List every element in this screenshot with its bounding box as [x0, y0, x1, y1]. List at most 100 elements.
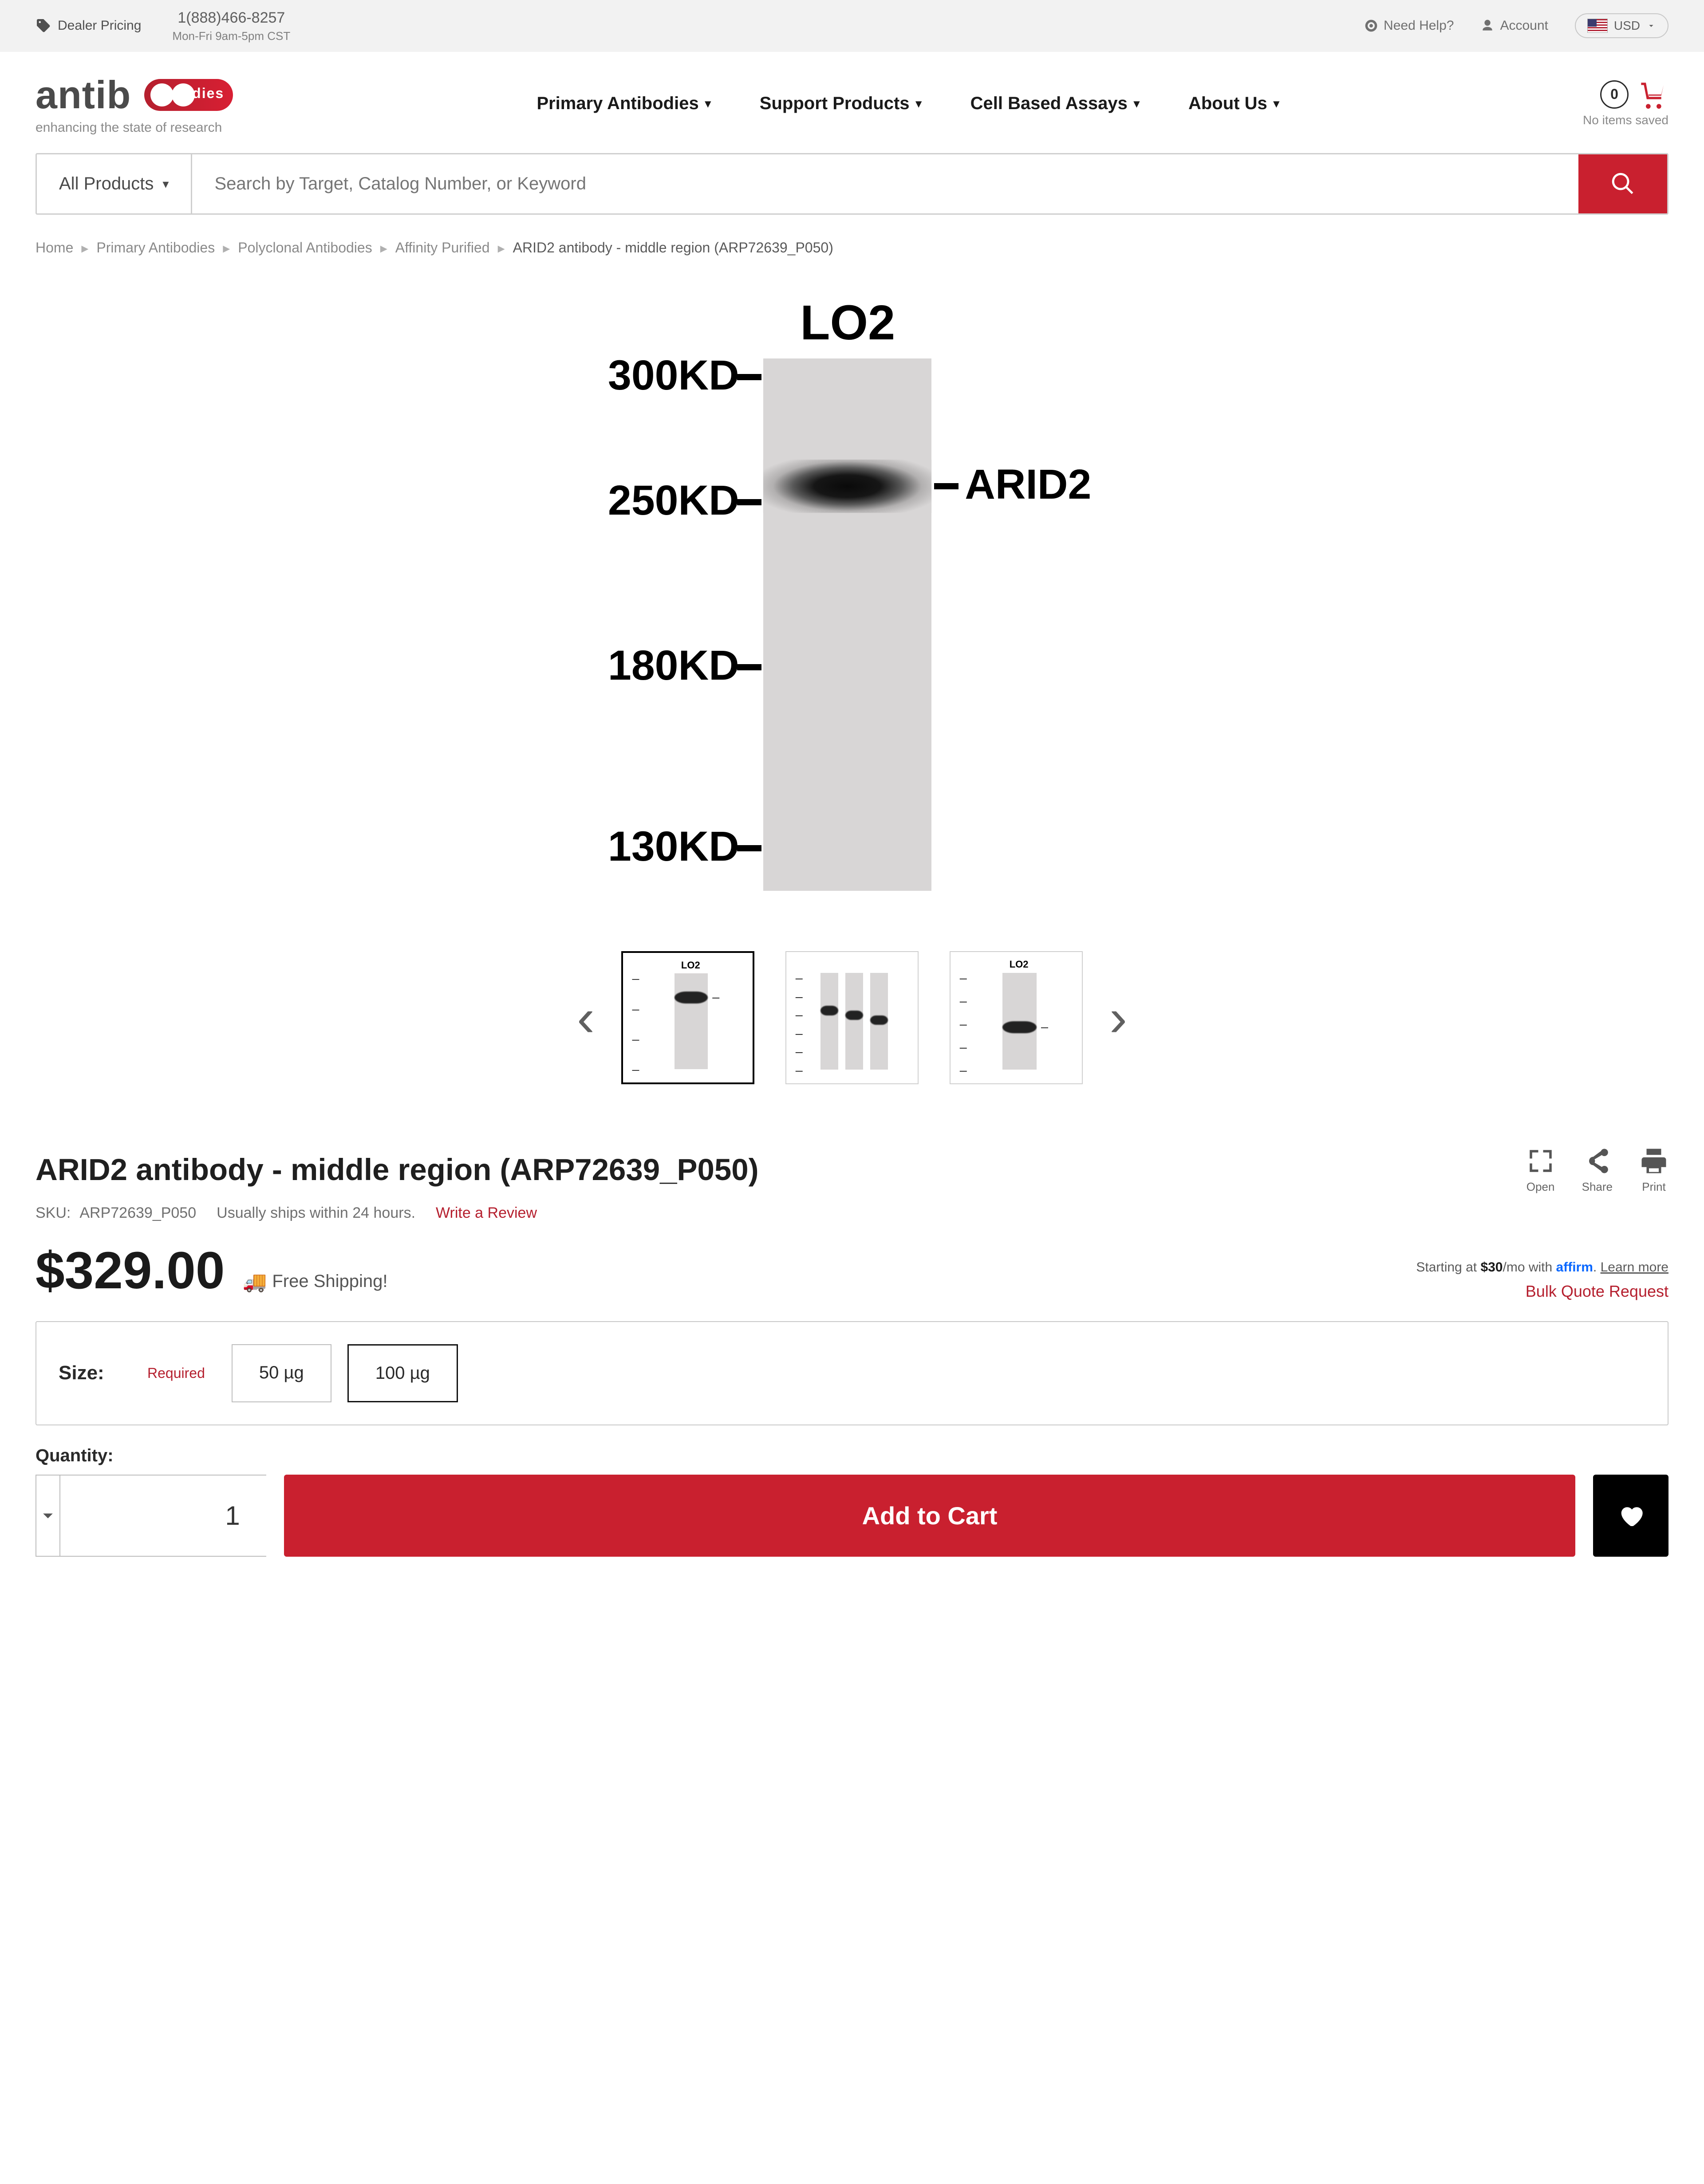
- bulk-quote-link[interactable]: Bulk Quote Request: [1526, 1282, 1668, 1301]
- ladder-label: 300KD: [608, 351, 739, 400]
- chevron-down-icon: [36, 1504, 59, 1527]
- quantity-stepper: [36, 1475, 266, 1557]
- thumbnail-2[interactable]: LO2——————: [950, 951, 1083, 1084]
- main-nav: Primary Antibodies▾ Support Products▾ Cell…: [536, 94, 1279, 114]
- lane-header: LO2: [800, 295, 895, 351]
- site-header: antib dies enhancing the state of resear…: [0, 52, 1704, 153]
- cart-button[interactable]: [1637, 80, 1668, 109]
- chevron-down-icon: ▾: [705, 97, 711, 110]
- ladder-label: 250KD: [608, 476, 739, 525]
- dealer-pricing-link[interactable]: Dealer Pricing: [36, 18, 141, 34]
- nav-item-3[interactable]: About Us▾: [1188, 94, 1279, 114]
- phone-number: 1(888)466-8257: [172, 8, 290, 28]
- share-icon: [1582, 1146, 1612, 1176]
- search-icon: [1610, 171, 1636, 197]
- chevron-down-icon: ▾: [1134, 97, 1140, 110]
- tag-icon: [36, 18, 51, 34]
- support-phone: 1(888)466-8257 Mon-Fri 9am-5pm CST: [172, 8, 290, 44]
- breadcrumb-separator-icon: ▸: [498, 240, 505, 256]
- blot-lane: [763, 358, 932, 891]
- top-strip: Dealer Pricing 1(888)466-8257 Mon-Fri 9a…: [0, 0, 1704, 52]
- price-row: $329.00 🚚 Free Shipping! Starting at $30…: [0, 1232, 1704, 1321]
- breadcrumb-link[interactable]: Home: [36, 240, 73, 256]
- product-image-main: LO2300KD250KD180KD130KDARID2: [0, 277, 1704, 933]
- share-button[interactable]: Share: [1582, 1146, 1613, 1194]
- chevron-down-icon: ▾: [1274, 97, 1279, 110]
- search-category-label: All Products: [59, 174, 154, 194]
- thumbnail-carousel: ‹ LO2———————————LO2—————— ›: [0, 933, 1704, 1124]
- search-input[interactable]: [192, 154, 1578, 213]
- thumbnail-1[interactable]: ——————: [785, 951, 919, 1084]
- nav-item-0[interactable]: Primary Antibodies▾: [536, 94, 710, 114]
- variant-required-label: Required: [147, 1365, 205, 1381]
- print-button[interactable]: Print: [1639, 1146, 1668, 1194]
- truck-icon: 🚚: [243, 1270, 267, 1293]
- product-action-icons: Open Share Print: [1526, 1146, 1668, 1194]
- qty-decrease-button[interactable]: [36, 1476, 59, 1556]
- affirm-offer[interactable]: Starting at $30/mo with affirm. Learn mo…: [1416, 1260, 1668, 1275]
- open-image-button[interactable]: Open: [1526, 1146, 1555, 1194]
- add-to-cart-button[interactable]: Add to Cart: [284, 1475, 1575, 1557]
- size-option-1[interactable]: 100 µg: [347, 1344, 458, 1402]
- currency-label: USD: [1614, 19, 1640, 33]
- breadcrumb-link[interactable]: Polyclonal Antibodies: [238, 240, 372, 256]
- free-shipping-badge: 🚚 Free Shipping!: [243, 1270, 388, 1293]
- sku-value: ARP72639_P050: [79, 1204, 196, 1222]
- logo[interactable]: antib dies enhancing the state of resear…: [36, 72, 233, 135]
- price-value: $329.00: [36, 1240, 225, 1301]
- thumbnail-list: LO2———————————LO2——————: [621, 951, 1083, 1084]
- sku-label: SKU:: [36, 1204, 71, 1222]
- account-link[interactable]: Account: [1480, 18, 1548, 33]
- ladder-tick-icon: [737, 845, 761, 851]
- thumbnail-0[interactable]: LO2—————: [621, 951, 754, 1084]
- search-button[interactable]: [1578, 154, 1667, 213]
- variant-options: 50 µg 100 µg: [232, 1344, 458, 1402]
- size-option-0[interactable]: 50 µg: [232, 1344, 331, 1402]
- thumb-prev-button[interactable]: ‹: [577, 987, 595, 1048]
- logo-word: antib: [36, 72, 131, 118]
- chevron-down-icon: ▾: [916, 97, 922, 110]
- wishlist-button[interactable]: [1593, 1475, 1668, 1557]
- variant-label: Size:: [59, 1362, 130, 1384]
- nav-item-2[interactable]: Cell Based Assays▾: [970, 94, 1140, 114]
- cart-icon: [1637, 80, 1668, 109]
- cart-block: 0 No items saved: [1583, 80, 1668, 127]
- breadcrumb-link[interactable]: Affinity Purified: [395, 240, 490, 256]
- breadcrumb-current: ARID2 antibody - middle region (ARP72639…: [513, 240, 833, 256]
- search-wrap: All Products ▾: [0, 153, 1704, 235]
- chevron-down-icon: [1646, 21, 1656, 31]
- variant-selector: Size: Required 50 µg 100 µg: [36, 1321, 1668, 1425]
- currency-selector[interactable]: USD: [1575, 13, 1668, 38]
- ladder-tick-icon: [737, 374, 761, 380]
- price-block: $329.00 🚚 Free Shipping!: [36, 1240, 388, 1301]
- items-saved-label: No items saved: [1583, 113, 1668, 127]
- target-tick-icon: [934, 483, 958, 489]
- account-label: Account: [1500, 18, 1548, 33]
- print-icon: [1639, 1146, 1668, 1176]
- cart-count-badge: 0: [1600, 80, 1629, 109]
- expand-icon: [1526, 1146, 1555, 1176]
- phone-hours: Mon-Fri 9am-5pm CST: [172, 28, 290, 44]
- lifebuoy-icon: [1364, 19, 1378, 33]
- target-label: ARID2: [965, 460, 1091, 509]
- search-category-select[interactable]: All Products ▾: [37, 154, 192, 213]
- product-subheader: SKU: ARP72639_P050 Usually ships within …: [0, 1204, 1704, 1232]
- nav-item-1[interactable]: Support Products▾: [760, 94, 922, 114]
- write-review-link[interactable]: Write a Review: [436, 1204, 537, 1222]
- ladder-tick-icon: [737, 499, 761, 505]
- top-right: Need Help? Account USD: [1364, 13, 1668, 38]
- need-help-link[interactable]: Need Help?: [1364, 18, 1454, 33]
- buy-row: Add to Cart: [0, 1475, 1704, 1577]
- breadcrumb: Home ▸ Primary Antibodies ▸ Polyclonal Antib…: [0, 235, 1704, 277]
- breadcrumb-link[interactable]: Primary Antibodies: [96, 240, 215, 256]
- chevron-down-icon: ▾: [162, 177, 169, 191]
- ladder-tick-icon: [737, 664, 761, 670]
- thumb-next-button[interactable]: ›: [1109, 987, 1127, 1048]
- quantity-label: Quantity:: [0, 1446, 1704, 1475]
- top-left: Dealer Pricing 1(888)466-8257 Mon-Fri 9a…: [36, 8, 290, 44]
- breadcrumb-separator-icon: ▸: [223, 240, 230, 256]
- breadcrumb-separator-icon: ▸: [81, 240, 88, 256]
- flag-us-icon: [1587, 19, 1608, 33]
- ladder-label: 130KD: [608, 822, 739, 871]
- tagline: enhancing the state of research: [36, 120, 233, 135]
